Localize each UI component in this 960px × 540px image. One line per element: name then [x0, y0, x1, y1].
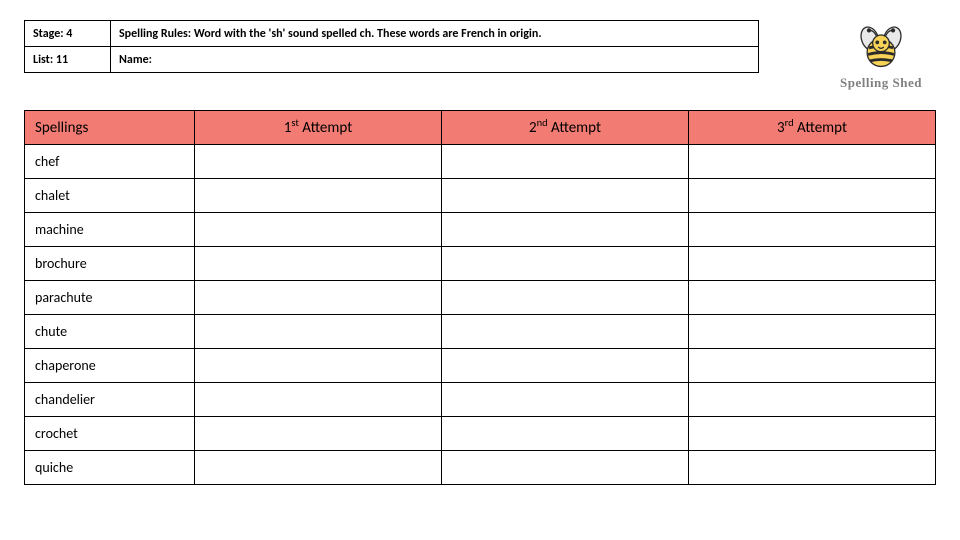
list-cell: List: 11 — [25, 47, 111, 73]
table-row: quiche — [25, 451, 936, 485]
attempt-cell[interactable] — [689, 451, 936, 485]
attempt-cell[interactable] — [442, 179, 689, 213]
spelling-word: chandelier — [25, 383, 195, 417]
col-header-attempt2: 2nd Attempt — [442, 111, 689, 145]
name-cell: Name: — [111, 47, 759, 73]
table-header-row: Spellings 1st Attempt 2nd Attempt 3rd At… — [25, 111, 936, 145]
table-row: chute — [25, 315, 936, 349]
attempt-cell[interactable] — [442, 145, 689, 179]
attempt-cell[interactable] — [689, 349, 936, 383]
spelling-word: chalet — [25, 179, 195, 213]
attempt-cell[interactable] — [195, 349, 442, 383]
attempt-cell[interactable] — [689, 281, 936, 315]
table-row: chandelier — [25, 383, 936, 417]
meta-table: Stage: 4 Spelling Rules: Word with the '… — [24, 20, 759, 73]
spelling-word: parachute — [25, 281, 195, 315]
table-row: chalet — [25, 179, 936, 213]
svg-text:Spelling Shed: Spelling Shed — [840, 75, 922, 90]
attempt-cell[interactable] — [442, 213, 689, 247]
table-row: parachute — [25, 281, 936, 315]
stage-cell: Stage: 4 — [25, 21, 111, 47]
attempt-cell[interactable] — [689, 179, 936, 213]
spelling-word: chute — [25, 315, 195, 349]
attempt-cell[interactable] — [195, 417, 442, 451]
col-header-attempt3: 3rd Attempt — [689, 111, 936, 145]
attempt-cell[interactable] — [442, 281, 689, 315]
attempt-cell[interactable] — [689, 383, 936, 417]
spelling-word: quiche — [25, 451, 195, 485]
spelling-word: chef — [25, 145, 195, 179]
attempt-cell[interactable] — [689, 145, 936, 179]
col-header-spellings: Spellings — [25, 111, 195, 145]
attempt-cell[interactable] — [689, 315, 936, 349]
attempt-cell[interactable] — [442, 247, 689, 281]
spelling-table: Spellings 1st Attempt 2nd Attempt 3rd At… — [24, 110, 936, 485]
attempt-cell[interactable] — [195, 179, 442, 213]
attempt-cell[interactable] — [442, 383, 689, 417]
attempt-cell[interactable] — [689, 417, 936, 451]
attempt-cell[interactable] — [195, 213, 442, 247]
logo-area: Spelling Shed — [767, 20, 936, 92]
attempt-cell[interactable] — [195, 451, 442, 485]
spelling-word: machine — [25, 213, 195, 247]
spelling-word: crochet — [25, 417, 195, 451]
brand-logo: Spelling Shed — [826, 22, 936, 92]
table-row: chaperone — [25, 349, 936, 383]
attempt-cell[interactable] — [689, 247, 936, 281]
attempt-cell[interactable] — [442, 315, 689, 349]
table-row: chef — [25, 145, 936, 179]
table-row: machine — [25, 213, 936, 247]
attempt-cell[interactable] — [442, 349, 689, 383]
bee-icon — [853, 22, 909, 72]
rules-cell: Spelling Rules: Word with the 'sh' sound… — [111, 21, 759, 47]
header-area: Stage: 4 Spelling Rules: Word with the '… — [24, 20, 936, 92]
attempt-cell[interactable] — [195, 383, 442, 417]
attempt-cell[interactable] — [195, 145, 442, 179]
spelling-word: brochure — [25, 247, 195, 281]
brand-text: Spelling Shed — [826, 72, 936, 92]
spelling-word: chaperone — [25, 349, 195, 383]
attempt-cell[interactable] — [195, 315, 442, 349]
col-header-attempt1: 1st Attempt — [195, 111, 442, 145]
table-row: crochet — [25, 417, 936, 451]
attempt-cell[interactable] — [689, 213, 936, 247]
attempt-cell[interactable] — [195, 247, 442, 281]
attempt-cell[interactable] — [442, 451, 689, 485]
attempt-cell[interactable] — [195, 281, 442, 315]
attempt-cell[interactable] — [442, 417, 689, 451]
table-row: brochure — [25, 247, 936, 281]
